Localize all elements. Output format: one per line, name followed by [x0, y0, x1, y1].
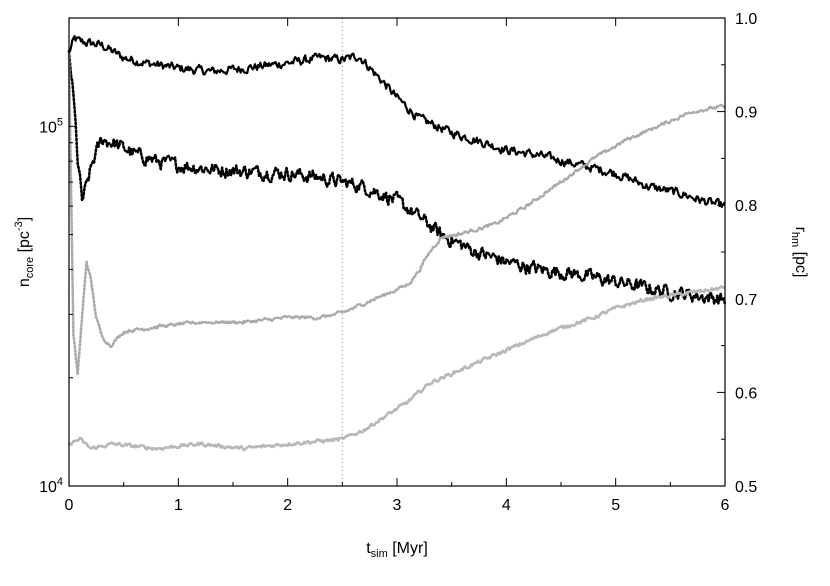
y-right-label-sub: hm — [789, 232, 801, 247]
y-left-tick-label: 105 — [39, 116, 63, 136]
x-tick-label: 3 — [393, 497, 402, 514]
y-left-label-sup: -3 — [13, 221, 25, 231]
y-left-label-main: n — [16, 278, 33, 287]
y-right-axis-label: rhm [pc] — [789, 227, 809, 278]
y-right-label-rest: [pc] — [792, 247, 809, 277]
y-left-label-sub: core — [24, 257, 36, 278]
x-tick-label: 2 — [283, 497, 292, 514]
x-tick-label: 4 — [502, 497, 511, 514]
y-right-tick-label: 0.5 — [735, 479, 757, 496]
x-axis-label-rest: [Myr] — [388, 540, 428, 557]
series-line-1 — [68, 34, 726, 208]
y-left-axis-label: ncore [pc-3] — [13, 217, 36, 287]
y-right-tick-label: 0.6 — [735, 385, 757, 402]
plot-layer — [67, 18, 727, 486]
x-axis-label-sub: sim — [371, 548, 388, 560]
series-line-3 — [67, 52, 727, 376]
x-tick-label: 5 — [611, 497, 620, 514]
x-tick-label: 6 — [721, 497, 730, 514]
y-right-tick-label: 0.7 — [735, 292, 757, 309]
y-right-tick-label: 0.8 — [735, 198, 757, 215]
plot-frame — [68, 17, 726, 487]
y-left-label-end: ] — [16, 217, 33, 221]
y-right-label-main: r — [792, 227, 809, 233]
y-right-tick-label: 0.9 — [735, 105, 757, 122]
x-axis-label: tsim [Myr] — [366, 540, 428, 560]
y-left-label-rest: [pc — [16, 231, 33, 257]
x-tick-label: 0 — [65, 497, 74, 514]
y-right-tick-label: 1.0 — [735, 11, 757, 28]
x-axis-label-main: t — [366, 540, 371, 557]
axes-layer: 0 1 2 3 4 5 6 104 105 0.5 0.6 0.7 0.8 0.9 1.0 — [39, 11, 757, 514]
x-tick-label: 1 — [174, 497, 183, 514]
y-left-tick-label: 104 — [39, 476, 63, 496]
series-line-2 — [67, 49, 727, 306]
series-line-4 — [67, 285, 726, 452]
